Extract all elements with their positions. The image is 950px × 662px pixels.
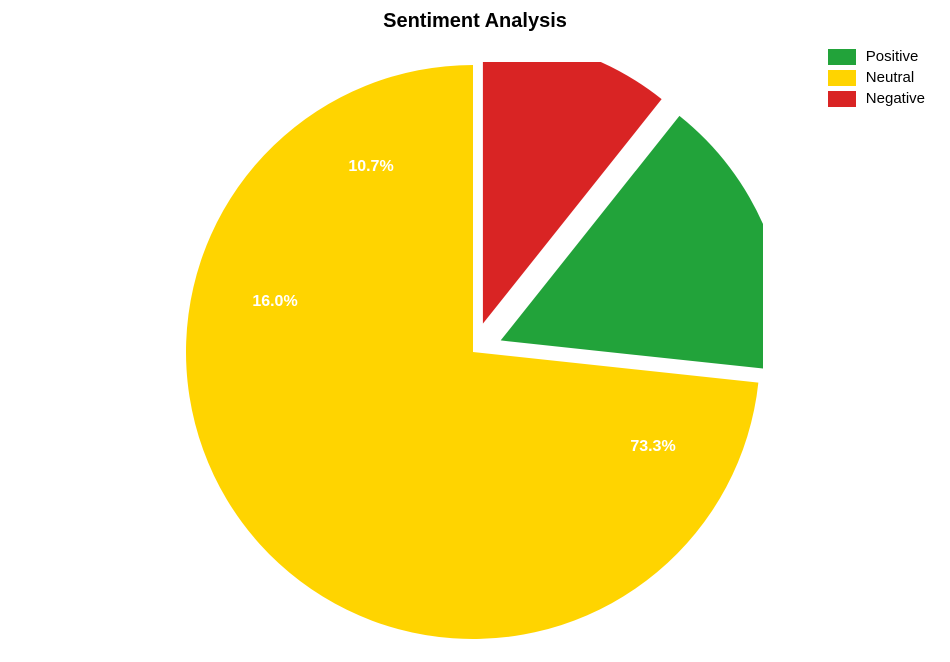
legend-swatch-neutral bbox=[828, 70, 856, 86]
legend-item-negative: Negative bbox=[828, 90, 925, 107]
slice-label-neutral: 73.3% bbox=[630, 438, 675, 456]
legend-label-positive: Positive bbox=[866, 48, 919, 65]
pie-chart: 73.3% 16.0% 10.7% bbox=[183, 62, 763, 642]
slice-label-positive: 16.0% bbox=[252, 293, 297, 311]
chart-title: Sentiment Analysis bbox=[0, 10, 950, 33]
legend-label-neutral: Neutral bbox=[866, 69, 914, 86]
legend-swatch-negative bbox=[828, 91, 856, 107]
legend: Positive Neutral Negative bbox=[828, 48, 925, 111]
legend-item-neutral: Neutral bbox=[828, 69, 925, 86]
pie-svg bbox=[183, 62, 763, 642]
slice-label-negative: 10.7% bbox=[348, 158, 393, 176]
legend-swatch-positive bbox=[828, 49, 856, 65]
legend-label-negative: Negative bbox=[866, 90, 925, 107]
legend-item-positive: Positive bbox=[828, 48, 925, 65]
